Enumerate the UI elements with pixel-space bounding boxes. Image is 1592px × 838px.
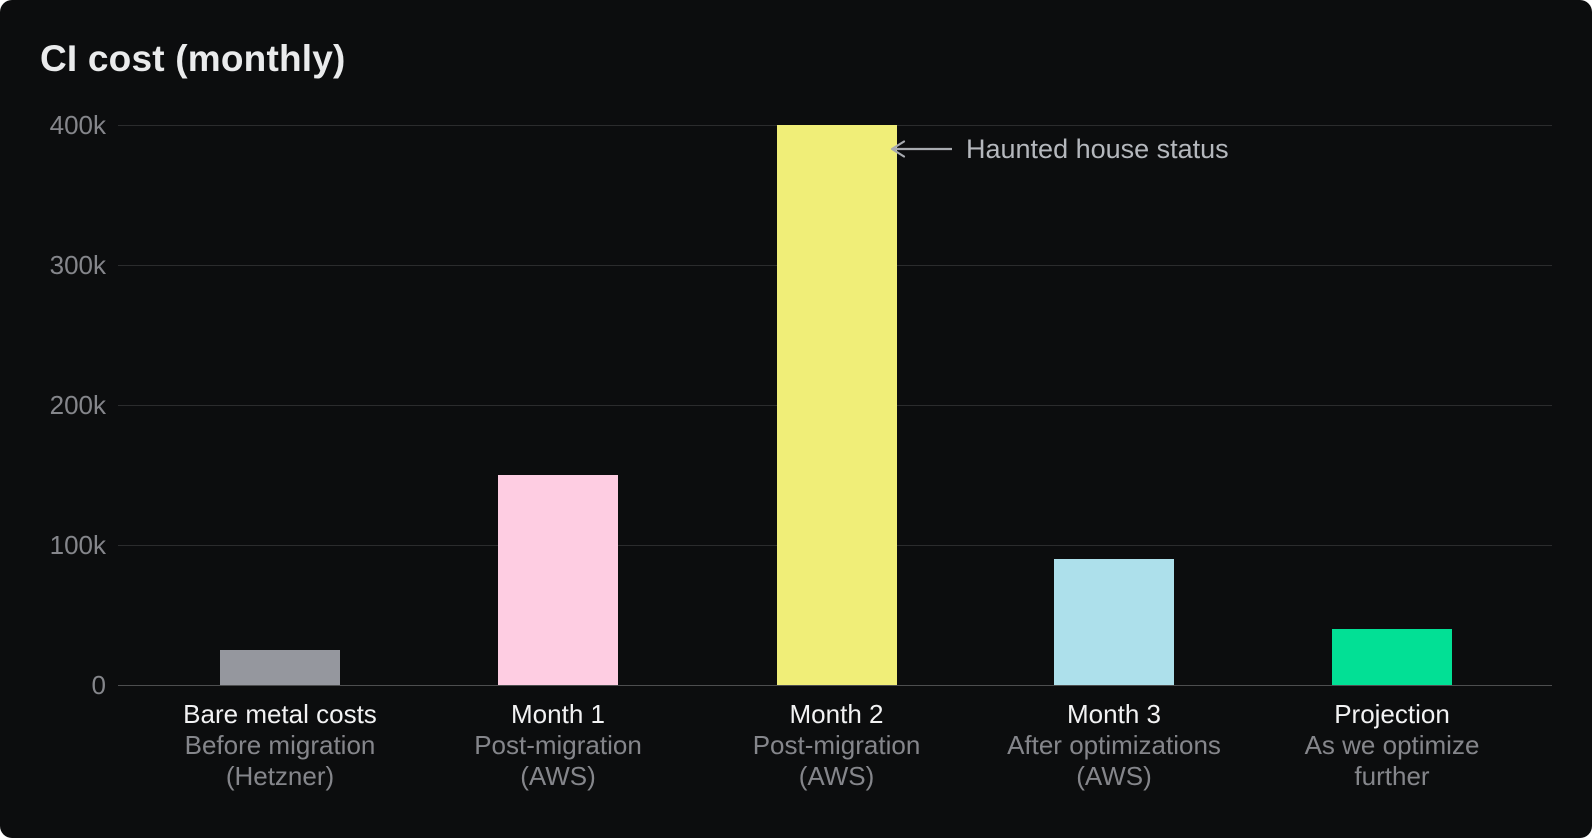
x-label-month-3: Month 3 After optimizations (AWS)	[964, 698, 1264, 792]
bar-month-1	[498, 475, 618, 685]
x-label-projection: Projection As we optimize further	[1242, 698, 1542, 792]
x-label-sub-month-3-1: After optimizations	[1007, 730, 1221, 760]
x-label-main-month-3: Month 3	[1067, 699, 1161, 729]
left-arrow-icon	[890, 140, 952, 158]
chart-title: CI cost (monthly)	[40, 38, 346, 79]
y-axis-tick-200k: 200k	[49, 390, 106, 420]
x-label-main-month-1: Month 1	[511, 699, 605, 729]
x-label-main-month-2: Month 2	[789, 699, 884, 729]
annotation: Haunted house status	[888, 134, 1229, 164]
x-label-sub-projection-2: further	[1354, 761, 1430, 791]
x-label-sub-bare-metal-costs-1: Before migration	[184, 730, 376, 760]
x-label-main-projection: Projection	[1334, 699, 1450, 729]
x-label-sub-month-2-2: (AWS)	[798, 761, 875, 791]
x-label-sub-month-2-1: Post-migration	[752, 730, 921, 760]
y-axis-tick-300k: 300k	[49, 250, 106, 280]
x-label-month-1: Month 1 Post-migration (AWS)	[408, 698, 708, 792]
y-axis-tick-0: 0	[91, 670, 106, 700]
y-axis-tick-100k: 100k	[49, 530, 106, 560]
x-label-sub-projection-1: As we optimize	[1304, 730, 1480, 760]
x-label-sub-bare-metal-costs-2: (Hetzner)	[225, 761, 335, 791]
gridline-0	[118, 684, 1552, 686]
bar-projection	[1332, 629, 1452, 685]
x-label-sub-month-1-2: (AWS)	[520, 761, 596, 791]
annotation-label: Haunted house status	[966, 134, 1229, 164]
x-label-bare-metal-costs: Bare metal costs Before migration (Hetzner…	[130, 698, 430, 792]
bar-month-3	[1054, 559, 1174, 685]
y-axis-tick-400k: 400k	[49, 110, 106, 140]
x-label-sub-month-3-2: (AWS)	[1076, 761, 1152, 791]
x-label-month-2: Month 2 Post-migration (AWS)	[687, 698, 987, 792]
x-label-main-bare-metal-costs: Bare metal costs	[183, 699, 377, 729]
bar-bare-metal-costs	[220, 650, 340, 685]
x-label-sub-month-1-1: Post-migration	[474, 730, 642, 760]
bar-month-2	[776, 125, 897, 685]
